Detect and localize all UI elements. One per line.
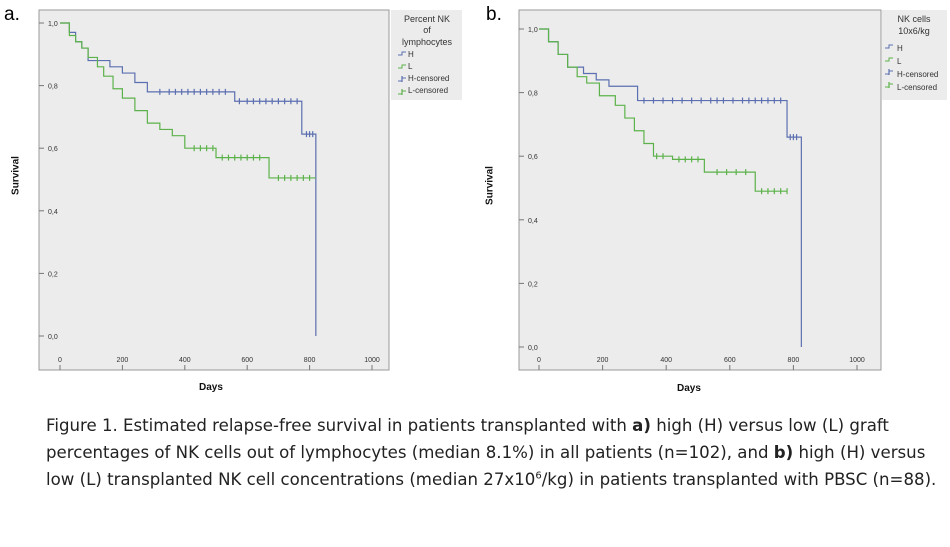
panel-a-legend-box — [391, 10, 462, 100]
panel-a-ytick-label: 1,0 — [48, 21, 58, 28]
panel-b-legend-l-censored: L-censored — [897, 83, 938, 92]
panel-b-plot-area — [518, 9, 882, 371]
caption-prefix: Figure 1. Estimated relapse-free surviva… — [46, 416, 633, 435]
panel-b-legend-h-censored: H-censored — [897, 70, 939, 79]
panel-a-xtick-label: 0 — [58, 357, 62, 364]
panel-b-legend-swatch — [885, 44, 893, 49]
caption-a-label: a) — [632, 416, 651, 435]
panel-a-legend-title-1: Percent NK — [403, 14, 451, 24]
panel-a-legend-swatch — [398, 64, 406, 69]
panel-a-xlabel: Days — [199, 382, 223, 393]
panel-a-xtick-label: 400 — [179, 357, 191, 364]
caption-b-label: b) — [773, 443, 794, 462]
panel-b-xtick-label: 600 — [724, 357, 736, 364]
panel-a-legend-l: L — [408, 62, 413, 71]
panel-a-ytick-label: 0,4 — [48, 209, 58, 216]
panel-b-ylabel: Survival — [484, 166, 496, 205]
panel-a-xtick-label: 800 — [304, 357, 316, 364]
caption-part-a: high (H) versus low (L) graft percentage… — [46, 416, 889, 462]
panel-b-legend-box — [882, 10, 947, 100]
panel-a-plot-area — [38, 9, 390, 371]
panel-a-ytick-label: 0,8 — [48, 84, 58, 91]
panel-b-curve-l — [539, 28, 788, 192]
panel-b-legend-title-2: 10x6/kg — [898, 26, 930, 36]
panel-b-ytick-label: 0,4 — [528, 218, 538, 225]
panel-b-xtick-label: 200 — [597, 357, 609, 364]
panel-b-legend-h: H — [897, 44, 903, 53]
panel-b-ytick-label: 0,8 — [528, 91, 538, 98]
panel-a-legend-h-censored: H-censored — [408, 74, 450, 83]
panel-a-ylabel: Survival — [10, 156, 22, 195]
panel-a-legend-title-3: lymphocytes — [401, 37, 453, 47]
panel-a-ytick-label: 0,0 — [48, 334, 58, 341]
panel-a-ytick-label: 0,2 — [48, 271, 58, 278]
panel-a-curve-l — [60, 22, 316, 179]
panel-a-xtick-label: 1000 — [364, 357, 380, 364]
panel-a-ytick-label: 0,6 — [48, 146, 58, 153]
panel-b-letter: b. — [486, 4, 502, 25]
figure-caption: Figure 1. Estimated relapse-free surviva… — [46, 412, 941, 493]
panel-a-letter: a. — [4, 4, 20, 25]
caption-superscript: 6 — [535, 470, 542, 482]
panel-a-legend-title-2: of — [423, 25, 431, 35]
panel-a-legend-h: H — [408, 50, 414, 59]
panel-a-legend-swatch — [398, 51, 406, 56]
panel-b-ytick-label: 0,0 — [528, 345, 538, 352]
panel-b-xtick-label: 0 — [537, 357, 541, 364]
panel-b-legend-title-1: NK cells — [897, 14, 931, 24]
panel-a-xtick-label: 600 — [241, 357, 253, 364]
caption-suffix: /kg) in patients transplanted with PBSC … — [541, 470, 937, 489]
panel-b-legend-l: L — [897, 57, 902, 66]
panel-b-ytick-label: 0,6 — [528, 154, 538, 161]
panel-b-ytick-label: 0,2 — [528, 281, 538, 288]
panel-b-xtick-label: 1000 — [849, 357, 865, 364]
panel-b-xlabel: Days — [677, 383, 701, 394]
panel-b-xtick-label: 400 — [660, 357, 672, 364]
panel-a-legend-l-censored: L-censored — [408, 86, 449, 95]
panel-b-xtick-label: 800 — [788, 357, 800, 364]
panel-b-ytick-label: 1,0 — [528, 27, 538, 34]
panel-b-legend-swatch — [885, 57, 893, 62]
caption-part-b: high (H) versus low (L) transplanted NK … — [46, 443, 926, 489]
panel-a-xtick-label: 200 — [117, 357, 129, 364]
